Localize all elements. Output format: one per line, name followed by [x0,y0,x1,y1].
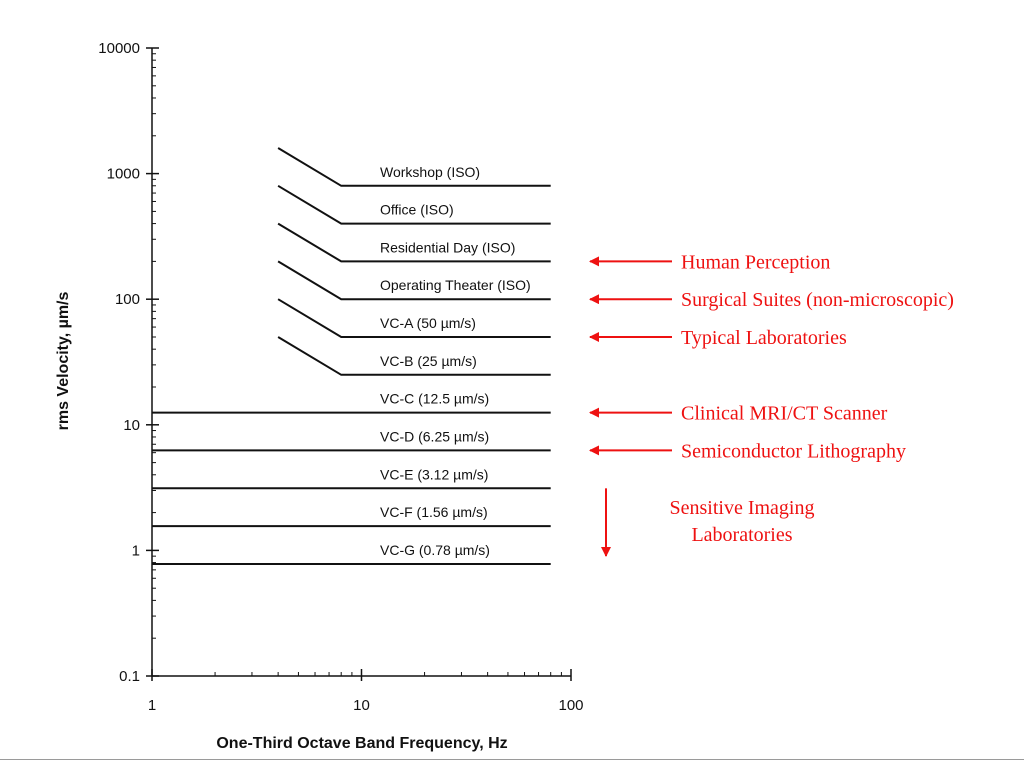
y-tick-label: 100 [115,291,140,308]
curve-labels: Workshop (ISO) Office (ISO) Residential Da… [380,164,531,558]
x-tick-label: 100 [558,697,583,714]
criterion-label-3: Residential Day (ISO) [380,239,515,255]
x-axis-title: One-Third Octave Band Frequency, Hz [216,735,507,752]
series-layer [152,147,551,565]
criterion-label-10: VC-F (1.56 µm/s) [380,504,488,520]
criterion-label-11: VC-G (0.78 µm/s) [380,542,490,558]
criterion-label-8: VC-D (6.25 µm/s) [380,428,489,444]
criterion-label-1: Workshop (ISO) [380,164,480,180]
y-tick-label: 1 [132,542,140,559]
x-tick-label: 1 [148,697,156,714]
criterion-label-5: VC-A (50 µm/s) [380,315,476,331]
annotation-label-6-line-1: Sensitive Imaging [670,497,815,519]
criterion-label-6: VC-B (25 µm/s) [380,353,477,369]
y-tick-label: 0.1 [119,668,140,685]
annotation-label-6-line-2: Laboratories [691,524,792,546]
criterion-line-6 [277,336,551,376]
annotation-label-4: Clinical MRI/CT Scanner [681,403,888,425]
criterion-line-3 [277,222,551,263]
bottom-divider [0,759,1024,760]
axes: 0.1 1 10 100 1000 10000 1 10 100 [98,40,583,714]
annotations: Human Perception Surgical Suites (non-mic… [589,251,954,557]
criterion-label-9: VC-E (3.12 µm/s) [380,466,488,482]
annotation-label-1: Human Perception [681,251,830,273]
y-tick-label: 10 [123,417,140,434]
criterion-label-4: Operating Theater (ISO) [380,277,531,293]
annotation-label-3: Typical Laboratories [681,327,847,349]
criterion-label-7: VC-C (12.5 µm/s) [380,391,489,407]
annotation-label-5: Semiconductor Lithography [681,440,906,462]
y-tick-label: 1000 [107,166,140,183]
criterion-label-2: Office (ISO) [380,202,454,218]
x-tick-label: 10 [353,697,370,714]
y-axis-title: rms Velocity, µm/s [55,292,72,431]
criterion-line-1 [277,147,551,187]
y-tick-label: 10000 [98,40,140,57]
criterion-line-2 [277,184,551,225]
criterion-line-5 [277,298,551,338]
annotation-label-2: Surgical Suites (non-microscopic) [681,289,954,311]
criterion-line-4 [277,260,551,301]
